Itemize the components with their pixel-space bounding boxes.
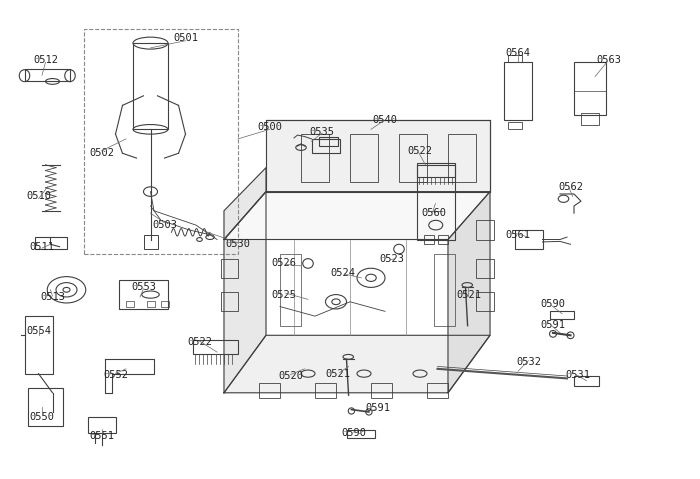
Bar bbox=[434, 254, 455, 326]
Polygon shape bbox=[224, 192, 266, 393]
Text: 0564: 0564 bbox=[505, 48, 531, 57]
Bar bbox=[147, 301, 155, 307]
Bar bbox=[476, 259, 494, 278]
Text: 0531: 0531 bbox=[565, 370, 590, 379]
Bar bbox=[574, 62, 606, 115]
Text: 0553: 0553 bbox=[131, 283, 156, 292]
Bar bbox=[133, 43, 168, 129]
Bar bbox=[312, 139, 340, 153]
Text: 0511: 0511 bbox=[29, 242, 55, 251]
Text: 0521: 0521 bbox=[456, 290, 482, 299]
Bar bbox=[550, 311, 574, 319]
Bar bbox=[438, 235, 448, 244]
Text: 0560: 0560 bbox=[421, 208, 447, 218]
Text: 0502: 0502 bbox=[89, 148, 114, 158]
Text: 0590: 0590 bbox=[540, 299, 566, 309]
Bar bbox=[315, 383, 336, 398]
Bar bbox=[416, 163, 455, 240]
Text: 0535: 0535 bbox=[309, 127, 335, 137]
Bar bbox=[28, 388, 63, 426]
Bar bbox=[399, 134, 427, 182]
Bar bbox=[193, 340, 238, 354]
Bar bbox=[301, 134, 329, 182]
Bar bbox=[574, 376, 598, 386]
Bar bbox=[144, 235, 158, 249]
Bar bbox=[280, 254, 301, 326]
Text: 0520: 0520 bbox=[278, 371, 303, 381]
Polygon shape bbox=[224, 192, 490, 240]
Text: 0590: 0590 bbox=[341, 429, 366, 438]
Bar bbox=[161, 301, 169, 307]
Polygon shape bbox=[448, 192, 490, 393]
Bar bbox=[371, 383, 392, 398]
Bar bbox=[35, 237, 66, 249]
Text: 0554: 0554 bbox=[26, 326, 51, 335]
Text: 0551: 0551 bbox=[89, 431, 114, 441]
Bar bbox=[220, 259, 238, 278]
Bar bbox=[508, 55, 522, 62]
Bar bbox=[476, 292, 494, 311]
Text: 0530: 0530 bbox=[225, 240, 251, 249]
Bar bbox=[448, 134, 476, 182]
Bar bbox=[126, 301, 134, 307]
Bar bbox=[119, 280, 168, 309]
Bar bbox=[25, 69, 70, 81]
Bar bbox=[508, 122, 522, 129]
Bar bbox=[259, 383, 280, 398]
Text: 0521: 0521 bbox=[326, 369, 351, 378]
Text: 0510: 0510 bbox=[26, 192, 51, 201]
Text: 0591: 0591 bbox=[365, 403, 391, 413]
Polygon shape bbox=[266, 120, 490, 192]
Text: 0503: 0503 bbox=[152, 220, 177, 230]
Bar bbox=[476, 220, 494, 240]
Text: 0524: 0524 bbox=[330, 268, 356, 278]
Bar bbox=[416, 165, 455, 177]
Text: 0552: 0552 bbox=[103, 370, 128, 379]
Text: 0540: 0540 bbox=[372, 115, 398, 125]
Text: 0532: 0532 bbox=[516, 357, 541, 366]
Bar bbox=[424, 235, 434, 244]
Polygon shape bbox=[224, 168, 266, 240]
Text: 0523: 0523 bbox=[379, 254, 405, 263]
Polygon shape bbox=[224, 335, 490, 393]
Bar bbox=[318, 137, 338, 146]
Bar bbox=[427, 383, 448, 398]
Text: 0561: 0561 bbox=[505, 230, 531, 240]
Bar bbox=[88, 417, 116, 433]
Bar bbox=[346, 430, 374, 438]
Bar bbox=[220, 292, 238, 311]
Bar bbox=[514, 230, 542, 249]
Bar bbox=[504, 62, 532, 120]
Bar bbox=[25, 316, 52, 374]
Text: 0522: 0522 bbox=[407, 146, 433, 156]
Text: 0513: 0513 bbox=[40, 292, 65, 302]
Text: 0522: 0522 bbox=[187, 338, 212, 347]
Text: 0550: 0550 bbox=[29, 412, 55, 422]
Bar bbox=[84, 29, 238, 254]
Text: 0501: 0501 bbox=[173, 34, 198, 43]
Text: 0562: 0562 bbox=[558, 182, 583, 192]
Text: 0500: 0500 bbox=[257, 122, 282, 132]
Text: 0525: 0525 bbox=[271, 290, 296, 299]
Bar bbox=[350, 134, 378, 182]
Bar bbox=[581, 113, 598, 125]
Text: 0526: 0526 bbox=[271, 259, 296, 268]
Text: 0563: 0563 bbox=[596, 55, 622, 65]
Text: 0512: 0512 bbox=[33, 55, 58, 65]
Text: 0591: 0591 bbox=[540, 320, 566, 330]
